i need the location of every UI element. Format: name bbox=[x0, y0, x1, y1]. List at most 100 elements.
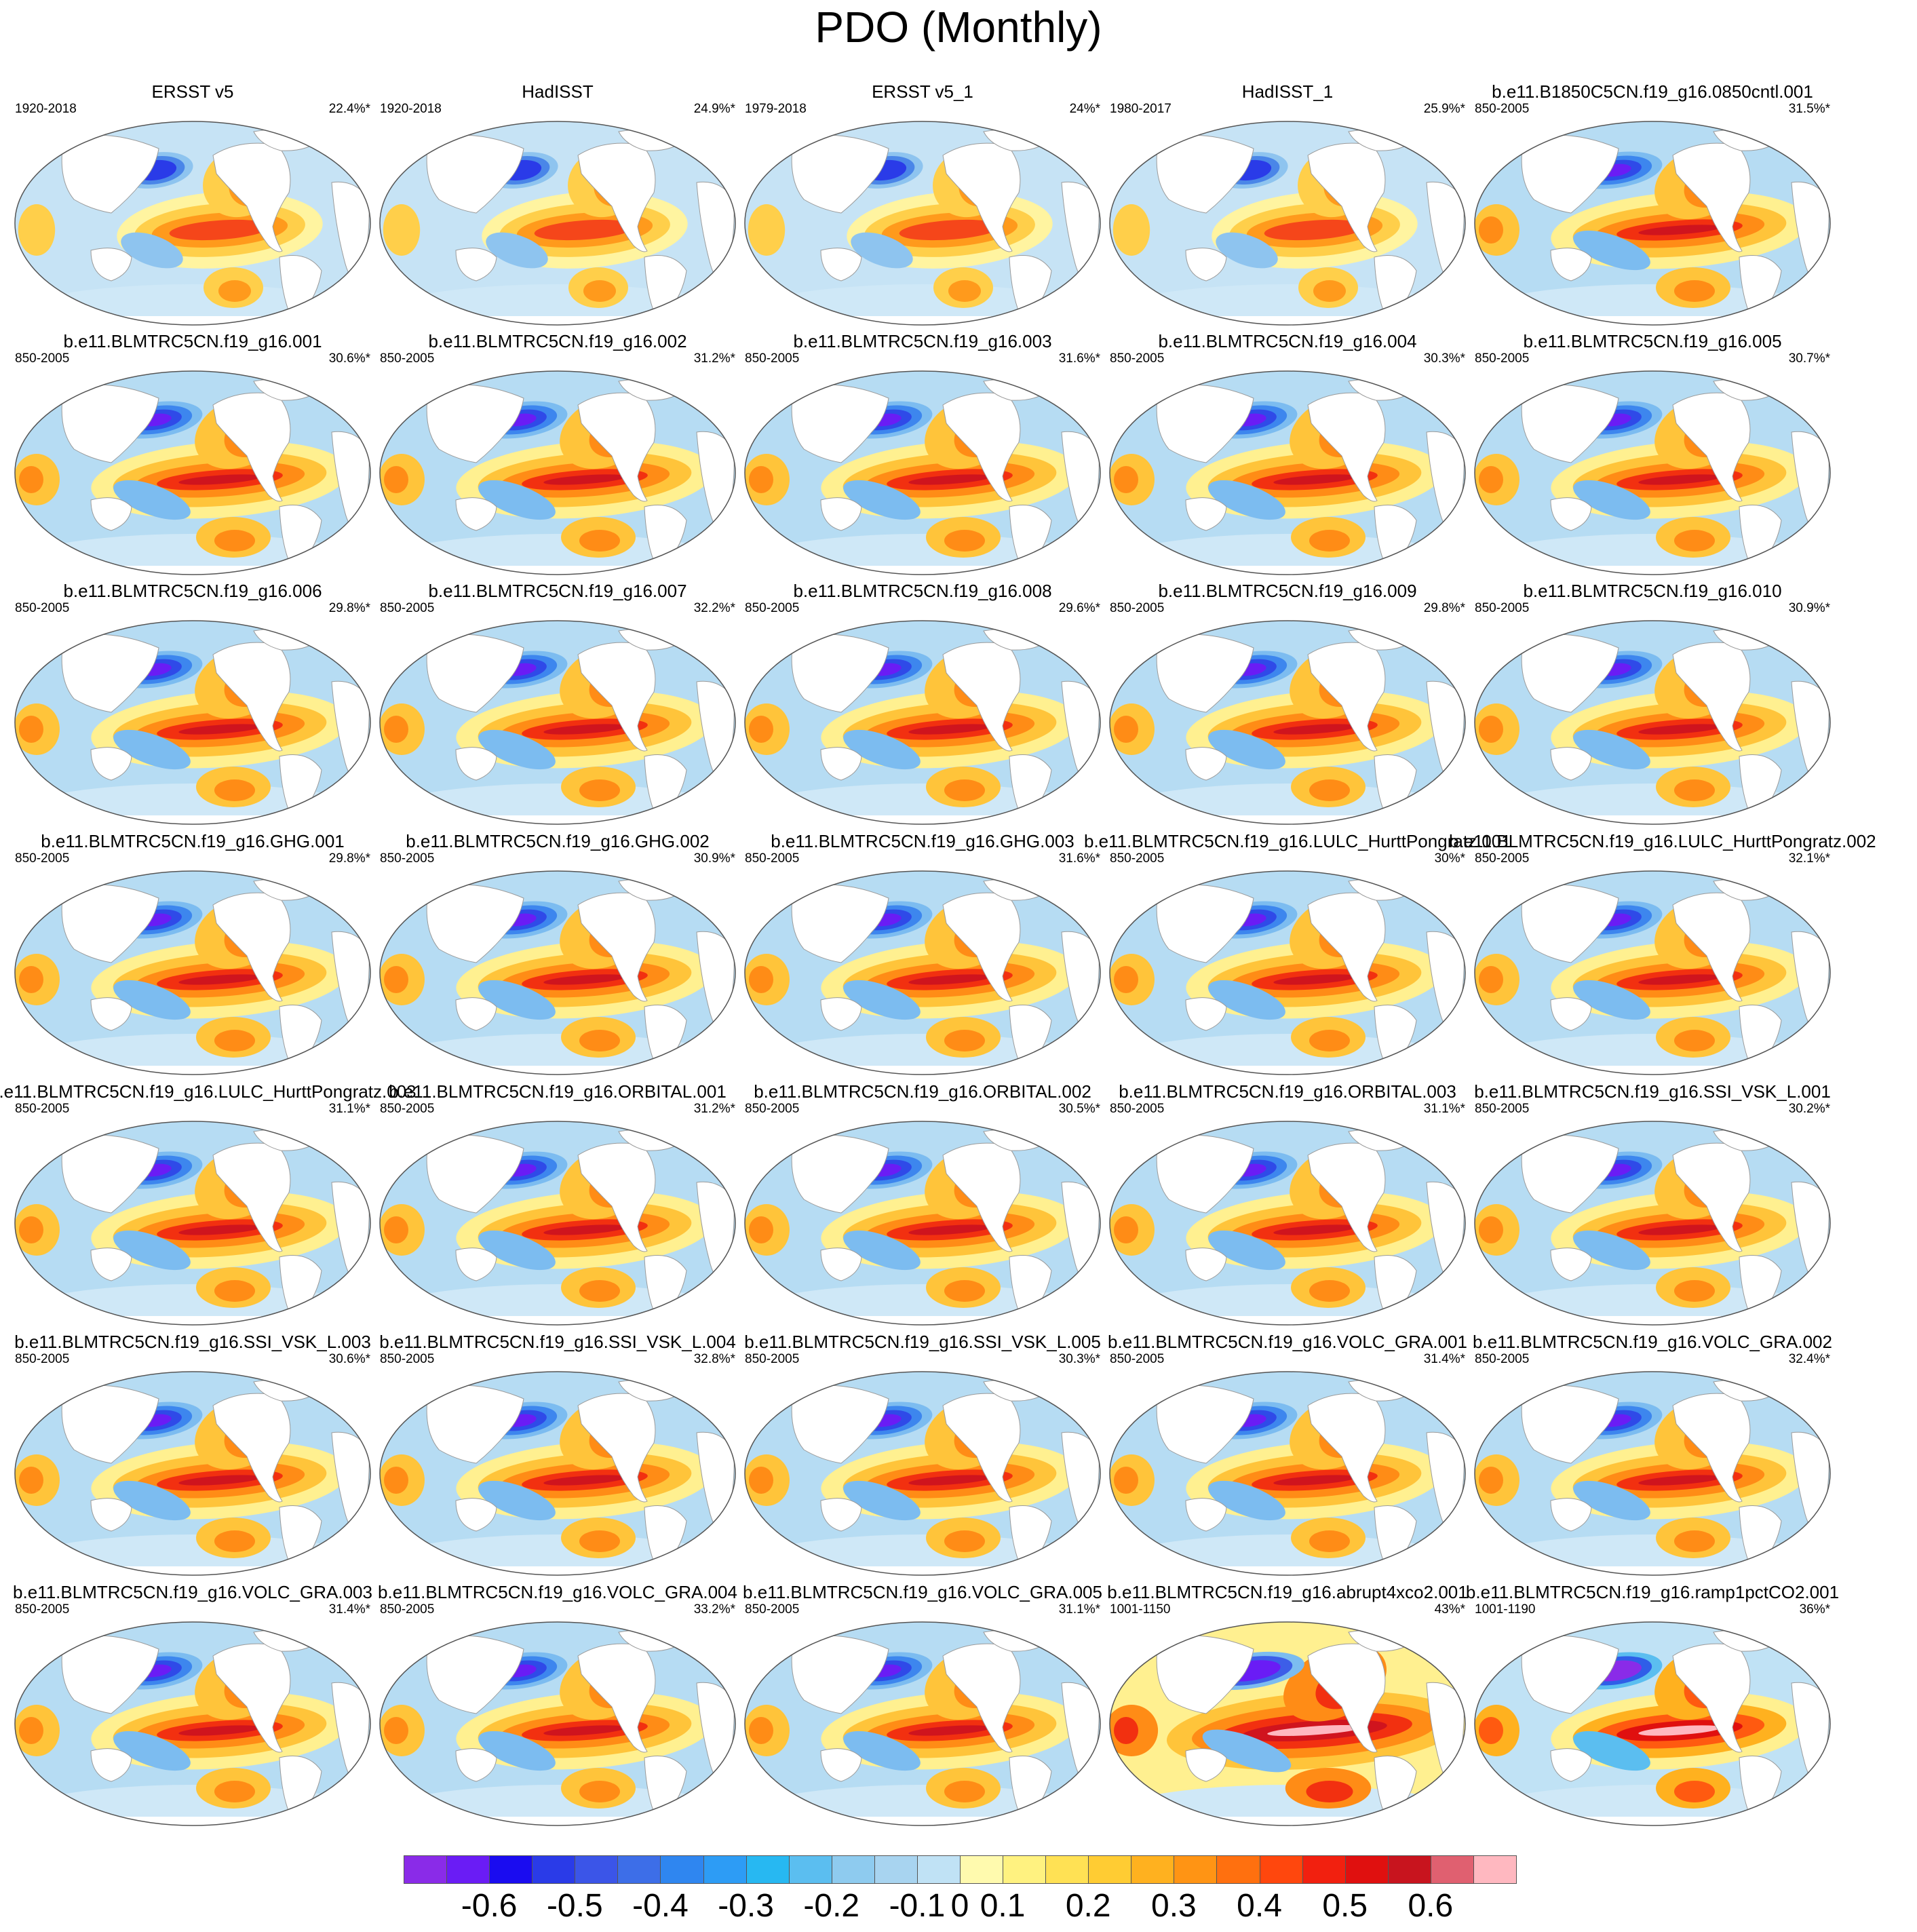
panel-title: b.e11.BLMTRC5CN.f19_g16.001 bbox=[63, 331, 322, 351]
south-pacific-core bbox=[214, 779, 255, 801]
map-panel: b.e11.BLMTRC5CN.f19_g16.VOLC_GRA.005 850-… bbox=[739, 1582, 1106, 1833]
colorbar-label: -0.4 bbox=[632, 1888, 689, 1924]
map-border bbox=[1474, 1371, 1831, 1576]
indian-ocean-core bbox=[384, 716, 408, 743]
map-panel: b.e11.BLMTRC5CN.f19_g16.LULC_HurttPongra… bbox=[1449, 831, 1876, 1082]
panel-variance-pct: 29.6%* bbox=[1058, 601, 1100, 615]
asia-land bbox=[1521, 384, 1619, 463]
map-svg bbox=[1474, 121, 1831, 326]
indian-ocean-core bbox=[19, 466, 43, 493]
panel-title: b.e11.BLMTRC5CN.f19_g16.007 bbox=[428, 581, 687, 601]
tropical-pacific-anomaly bbox=[1273, 1475, 1356, 1486]
tropical-pacific-anomaly bbox=[543, 474, 626, 485]
asia-land bbox=[791, 634, 889, 713]
western-pacific-cold-band bbox=[113, 1480, 191, 1521]
asia-land bbox=[61, 1385, 159, 1464]
panel-title: b.e11.BLMTRC5CN.f19_g16.VOLC_GRA.005 bbox=[743, 1582, 1102, 1602]
tropical-pacific-anomaly bbox=[178, 974, 261, 985]
map-field bbox=[380, 1121, 735, 1325]
western-pacific-cold-band bbox=[113, 480, 191, 520]
tropical-pacific-anomaly bbox=[534, 219, 636, 241]
tropical-pacific-anomaly bbox=[543, 724, 626, 735]
indian-ocean-core bbox=[1479, 966, 1503, 993]
map-svg bbox=[379, 620, 736, 825]
colorbar-box bbox=[1045, 1855, 1089, 1884]
colorbar-box bbox=[916, 1855, 961, 1884]
panel-years: 850-2005 bbox=[1475, 851, 1530, 866]
western-pacific-cold-band bbox=[1573, 980, 1650, 1020]
tropical-pacific-anomaly bbox=[1638, 724, 1721, 735]
map-border bbox=[14, 1371, 371, 1576]
map-border bbox=[379, 121, 736, 326]
map-field bbox=[1475, 1121, 1830, 1325]
map-border bbox=[1109, 870, 1466, 1075]
map-panel: b.e11.BLMTRC5CN.f19_g16.GHG.003 850-2005 3… bbox=[739, 831, 1106, 1082]
panel-title: b.e11.BLMTRC5CN.f19_g16.abrupt4xco2.001 bbox=[1107, 1582, 1468, 1602]
panel-title: b.e11.BLMTRC5CN.f19_g16.LULC_HurttPongra… bbox=[1084, 831, 1511, 851]
panel-variance-pct: 31.1%* bbox=[1423, 1102, 1465, 1116]
australia-land bbox=[820, 1248, 862, 1281]
map-field bbox=[15, 621, 370, 824]
australia-land bbox=[455, 1498, 497, 1532]
tropical-pacific-anomaly bbox=[908, 1475, 991, 1486]
colorbar-label: 0.2 bbox=[1065, 1888, 1111, 1924]
panel-title: b.e11.BLMTRC5CN.f19_g16.VOLC_GRA.003 bbox=[13, 1582, 372, 1602]
tropical-pacific-anomaly bbox=[169, 219, 271, 241]
map-panel: b.e11.BLMTRC5CN.f19_g16.VOLC_GRA.002 850-… bbox=[1469, 1332, 1836, 1583]
australia-land bbox=[820, 1748, 862, 1782]
western-pacific-cold-band bbox=[113, 1230, 191, 1271]
map-border bbox=[379, 1621, 736, 1826]
map-border bbox=[379, 1371, 736, 1576]
indian-ocean-core bbox=[749, 1467, 773, 1494]
indian-ocean-core bbox=[1114, 1717, 1138, 1744]
colorbar-box bbox=[617, 1855, 661, 1884]
panel-title: ERSST v5_1 bbox=[872, 81, 973, 102]
map-border bbox=[744, 121, 1101, 326]
colorbar-box bbox=[1003, 1855, 1047, 1884]
panel-variance-pct: 30.2%* bbox=[1788, 1102, 1830, 1116]
map-field bbox=[380, 371, 735, 575]
south-pacific-core bbox=[1674, 530, 1715, 552]
colorbar-label: 0.4 bbox=[1237, 1888, 1282, 1924]
tropical-pacific-anomaly bbox=[543, 1224, 626, 1235]
south-pacific-core bbox=[214, 1781, 255, 1802]
indian-ocean-core bbox=[749, 966, 773, 993]
tropical-pacific-anomaly bbox=[908, 1224, 991, 1235]
panel-title: b.e11.BLMTRC5CN.f19_g16.VOLC_GRA.001 bbox=[1108, 1332, 1467, 1352]
panel-years: 850-2005 bbox=[1475, 102, 1530, 116]
western-pacific-cold-band bbox=[1573, 729, 1650, 770]
tropical-pacific-anomaly bbox=[1638, 474, 1721, 485]
western-pacific-cold-band bbox=[1202, 1729, 1292, 1773]
panel-variance-pct: 22.4%* bbox=[328, 102, 370, 116]
colorbar-box bbox=[788, 1855, 832, 1884]
south-pacific-core bbox=[583, 280, 616, 302]
map-panel: ERSST v5 1920-2018 22.4%* bbox=[9, 81, 376, 332]
panel-years: 850-2005 bbox=[1110, 851, 1165, 866]
asia-land bbox=[791, 384, 889, 463]
map-panel: b.e11.BLMTRC5CN.f19_g16.GHG.001 850-2005 2… bbox=[9, 831, 376, 1082]
map-field bbox=[745, 371, 1100, 575]
asia-land bbox=[426, 1635, 524, 1714]
panel-title: b.e11.BLMTRC5CN.f19_g16.LULC_HurttPongra… bbox=[1449, 831, 1876, 851]
panel-years: 850-2005 bbox=[1110, 1352, 1165, 1366]
colorbar-label: 0.6 bbox=[1408, 1888, 1454, 1924]
antarctica-land bbox=[745, 1316, 1100, 1325]
panel-variance-pct: 31.6%* bbox=[1058, 351, 1100, 366]
western-pacific-cold-band bbox=[1573, 1480, 1650, 1521]
panel-title: b.e11.BLMTRC5CN.f19_g16.002 bbox=[428, 331, 687, 351]
antarctica-land bbox=[380, 566, 735, 575]
map-panel: b.e11.B1850C5CN.f19_g16.0850cntl.001 850-… bbox=[1469, 81, 1836, 332]
asia-land bbox=[1156, 134, 1254, 214]
indian-ocean-core bbox=[19, 1467, 43, 1494]
western-pacific-cold-band bbox=[478, 1731, 556, 1771]
indian-ocean-core bbox=[1479, 1467, 1503, 1494]
map-field bbox=[380, 121, 735, 325]
south-pacific-core bbox=[944, 1280, 985, 1302]
tropical-pacific-anomaly bbox=[1638, 225, 1721, 235]
tropical-pacific-anomaly bbox=[1638, 1224, 1721, 1235]
antarctica-land bbox=[380, 1066, 735, 1075]
map-svg bbox=[744, 121, 1101, 326]
asia-land bbox=[1156, 884, 1254, 963]
map-border bbox=[744, 370, 1101, 575]
colorbar-box bbox=[1473, 1855, 1517, 1884]
